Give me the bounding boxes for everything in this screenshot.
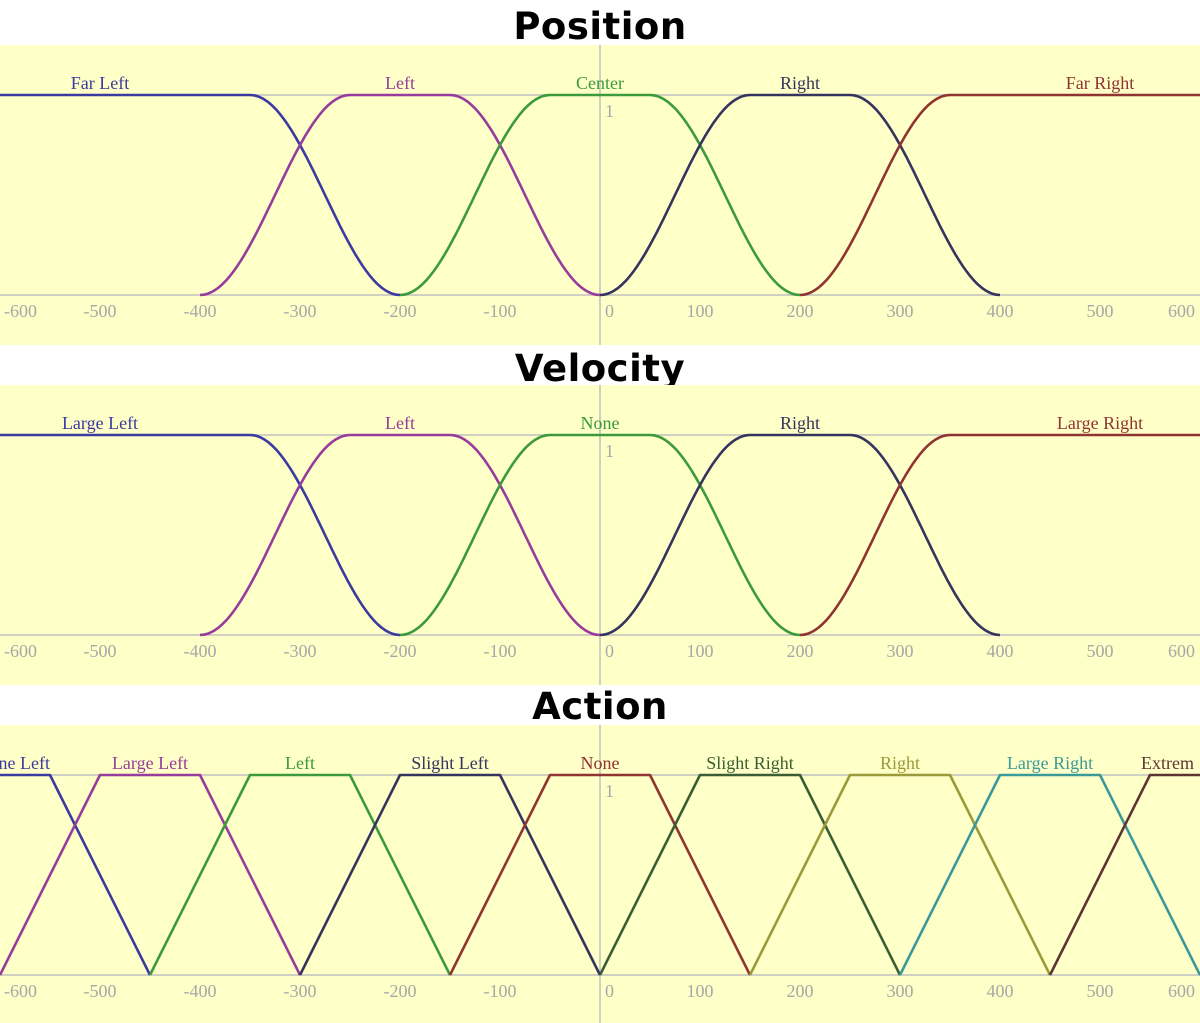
x-tick-label: -600 — [4, 981, 37, 1001]
x-tick-label: 200 — [787, 981, 814, 1001]
set-label-extrem: Extrem — [1141, 753, 1194, 773]
x-tick-label: -100 — [484, 301, 517, 321]
x-tick-label: 600 — [1168, 981, 1195, 1001]
set-label-far-right: Far Right — [1066, 73, 1135, 93]
x-tick-label: 400 — [987, 641, 1014, 661]
set-label-large-right: Large Right — [1007, 753, 1093, 773]
series-line-right — [599, 93, 1001, 297]
x-tick-label: -300 — [284, 301, 317, 321]
series-line-large-left — [0, 433, 401, 637]
x-tick-label: -200 — [384, 301, 417, 321]
x-tick-label: 200 — [787, 301, 814, 321]
x-tick-label: 500 — [1087, 641, 1114, 661]
x-tick-label: -200 — [384, 981, 417, 1001]
set-label-slight-right: Slight Right — [706, 753, 794, 773]
y-tick-label-1: 1 — [605, 781, 614, 801]
y-tick-label-1: 1 — [605, 101, 614, 121]
chart-title-position: Position — [513, 5, 687, 48]
x-tick-label: 500 — [1087, 301, 1114, 321]
x-tick-label: -400 — [184, 981, 217, 1001]
set-label-large-right: Large Right — [1057, 413, 1143, 433]
x-tick-label: -500 — [84, 981, 117, 1001]
x-tick-label: -100 — [484, 641, 517, 661]
set-label-none: None — [581, 413, 620, 433]
x-tick-label: 500 — [1087, 981, 1114, 1001]
set-label-none: None — [581, 753, 620, 773]
chart-title-velocity: Velocity — [514, 347, 686, 390]
series-line-far-right — [799, 93, 1200, 297]
series-line-large-right — [898, 773, 1200, 976]
x-tick-label: -400 — [184, 641, 217, 661]
set-label-far-left: Far Left — [71, 73, 129, 93]
x-tick-label: 100 — [687, 641, 714, 661]
series-line-right — [599, 433, 1001, 637]
set-label-left: Left — [385, 73, 415, 93]
x-tick-label: -200 — [384, 641, 417, 661]
x-tick-label: 0 — [605, 301, 614, 321]
set-label-large-left: Large Left — [62, 413, 138, 433]
series-line-ne-left — [0, 773, 152, 976]
series-line-left — [199, 93, 601, 297]
series-line-slight-left — [298, 773, 602, 976]
action-chart: 1 -600 -500 -400 -300 -200 -100 0 100 200 300 400 50… — [0, 725, 1200, 1023]
set-label-slight-left: Slight Left — [411, 753, 489, 773]
x-tick-label: 300 — [887, 641, 914, 661]
set-label-right: Right — [880, 753, 920, 773]
set-label-center: Center — [576, 73, 624, 93]
series-line-slight-right — [598, 773, 902, 976]
set-label-left: Left — [385, 413, 415, 433]
series-line-left — [148, 773, 452, 976]
set-label-left: Left — [285, 753, 315, 773]
x-tick-label: -600 — [4, 641, 37, 661]
x-tick-label: 200 — [787, 641, 814, 661]
set-label-ne-left: ne Left — [0, 753, 50, 773]
x-tick-label: 300 — [887, 301, 914, 321]
series-line-far-left — [0, 93, 401, 297]
x-tick-label: 100 — [687, 301, 714, 321]
position-chart: 1 -600 -500 -400 -300 -200 -100 0 100 200 300 400 50… — [0, 45, 1200, 345]
x-tick-label: 600 — [1168, 301, 1195, 321]
series-line-large-right — [799, 433, 1200, 637]
series-line-center — [399, 93, 801, 297]
series-line-large-left — [0, 773, 302, 976]
y-tick-label-1: 1 — [605, 441, 614, 461]
x-tick-label: -500 — [84, 641, 117, 661]
x-tick-label: 0 — [605, 981, 614, 1001]
x-tick-label: -100 — [484, 981, 517, 1001]
series-line-left — [199, 433, 601, 637]
velocity-chart: 1 -600 -500 -400 -300 -200 -100 0 100 200 300 400 50… — [0, 385, 1200, 685]
x-tick-label: 100 — [687, 981, 714, 1001]
set-label-large-left: Large Left — [112, 753, 188, 773]
set-label-right: Right — [780, 413, 820, 433]
x-tick-label: -600 — [4, 301, 37, 321]
x-tick-label: 600 — [1168, 641, 1195, 661]
x-tick-label: -300 — [284, 641, 317, 661]
x-tick-label: 300 — [887, 981, 914, 1001]
x-tick-label: 0 — [605, 641, 614, 661]
series-line-extrem — [1048, 773, 1200, 976]
x-tick-label: -400 — [184, 301, 217, 321]
series-line-none — [448, 773, 752, 976]
x-tick-label: 400 — [987, 301, 1014, 321]
chart-title-action: Action — [532, 685, 668, 728]
set-label-right: Right — [780, 73, 820, 93]
series-line-right — [748, 773, 1052, 976]
x-tick-label: 400 — [987, 981, 1014, 1001]
series-line-none — [399, 433, 801, 637]
x-tick-label: -500 — [84, 301, 117, 321]
x-tick-label: -300 — [284, 981, 317, 1001]
